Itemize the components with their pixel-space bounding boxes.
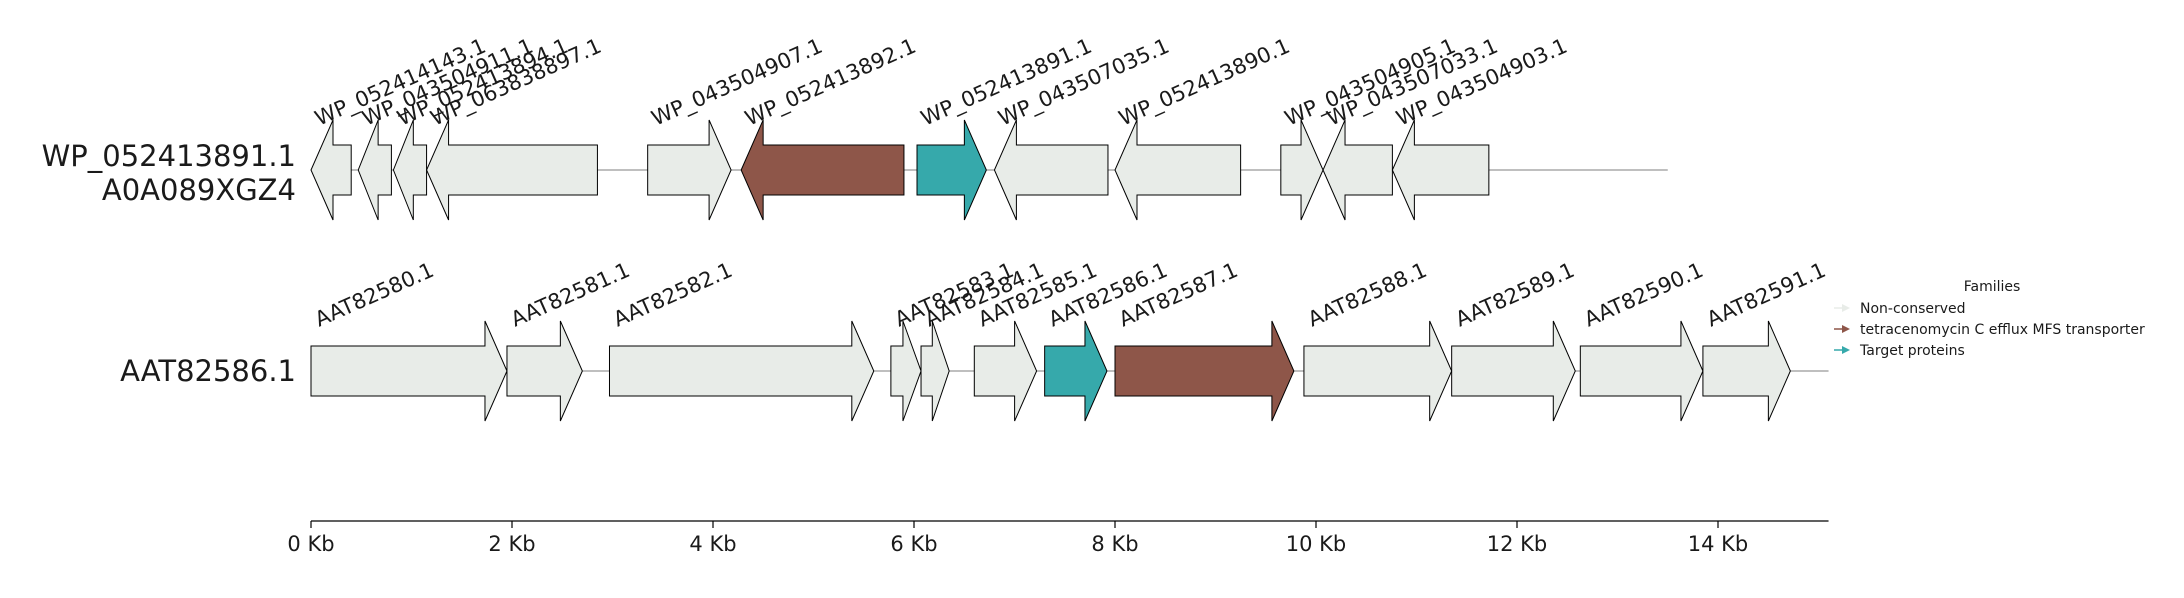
legend-label: Target proteins: [1859, 343, 1965, 359]
legend-swatch-arrow: [1842, 304, 1850, 312]
gene-arrow: [1580, 321, 1703, 421]
kb-axis: 0 Kb 2 Kb 4 Kb 6 Kb 8 Kb 10 Kb 12 Kb 14 Kb: [287, 521, 1828, 556]
legend-label: Non-conserved: [1860, 301, 1966, 317]
gene-arrow: [358, 120, 391, 220]
axis-tick-label: 10 Kb: [1286, 532, 1347, 556]
gene-arrow: [1304, 321, 1452, 421]
gene-arrow: [1115, 321, 1294, 421]
gene-arrow: [648, 120, 731, 220]
gene-arrow: [1452, 321, 1576, 421]
gene-arrow: [1392, 120, 1488, 220]
axis-tick-label: 14 Kb: [1688, 532, 1749, 556]
gene-arrow: [1045, 321, 1107, 421]
legend-label: tetracenomycin C efflux MFS transporter: [1860, 322, 2145, 338]
gene-arrow: [311, 321, 507, 421]
gene-arrow: [427, 120, 598, 220]
gene-arrow: [507, 321, 582, 421]
gene-label: WP_052413892.1: [741, 34, 919, 132]
gene-label: AAT82589.1: [1452, 258, 1578, 332]
gene-arrow: [311, 120, 351, 220]
gene-label: AAT82582.1: [610, 258, 736, 332]
axis-ticks: 0 Kb 2 Kb 4 Kb 6 Kb 8 Kb 10 Kb 12 Kb 14 Kb: [287, 521, 1748, 556]
legend-title: Families: [1964, 279, 2021, 295]
gene-arrow: [609, 321, 873, 421]
gene-arrow: [1281, 120, 1323, 220]
gene-label: AAT82580.1: [311, 258, 437, 332]
legend-item: Non-conserved: [1834, 301, 1966, 317]
gene-arrow: [974, 321, 1036, 421]
legend-item: Target proteins: [1834, 343, 1965, 359]
gene-arrow: [1323, 120, 1392, 220]
axis-tick-label: 2 Kb: [488, 532, 535, 556]
track-label: A0A089XGZ4: [102, 173, 296, 207]
gene-arrow: [393, 120, 426, 220]
legend-swatch-arrow: [1842, 325, 1850, 333]
legend-swatch-arrow: [1842, 346, 1850, 354]
track-label: WP_052413891.1: [42, 139, 296, 173]
gene-label: AAT82591.1: [1703, 258, 1829, 332]
legend: Families Non-conserved tetracenomycin C e…: [1834, 279, 2145, 359]
gene-label: AAT82588.1: [1304, 258, 1430, 332]
gene-arrow: [1703, 321, 1790, 421]
legend-item: tetracenomycin C efflux MFS transporter: [1834, 322, 2145, 338]
axis-tick-label: 8 Kb: [1091, 532, 1138, 556]
axis-tick-label: 6 Kb: [890, 532, 937, 556]
axis-tick-label: 0 Kb: [287, 532, 334, 556]
axis-tick-label: 12 Kb: [1487, 532, 1548, 556]
track-label: AAT82586.1: [120, 354, 296, 388]
gene-arrow: [741, 120, 904, 220]
gene-arrow: [917, 120, 986, 220]
legend-items: Non-conserved tetracenomycin C efflux MFS…: [1834, 301, 2145, 359]
axis-tick-label: 4 Kb: [689, 532, 736, 556]
gene-arrow: [921, 321, 949, 421]
locus-track: WP_052413891.1A0A089XGZ4WP_052414143.1WP…: [42, 34, 1668, 220]
gene-label: AAT82590.1: [1581, 258, 1707, 332]
gene-arrow: [994, 120, 1108, 220]
tracks-layer: WP_052413891.1A0A089XGZ4WP_052414143.1WP…: [42, 34, 1830, 421]
gene-arrow: [891, 321, 921, 421]
gene-arrow: [1115, 120, 1241, 220]
